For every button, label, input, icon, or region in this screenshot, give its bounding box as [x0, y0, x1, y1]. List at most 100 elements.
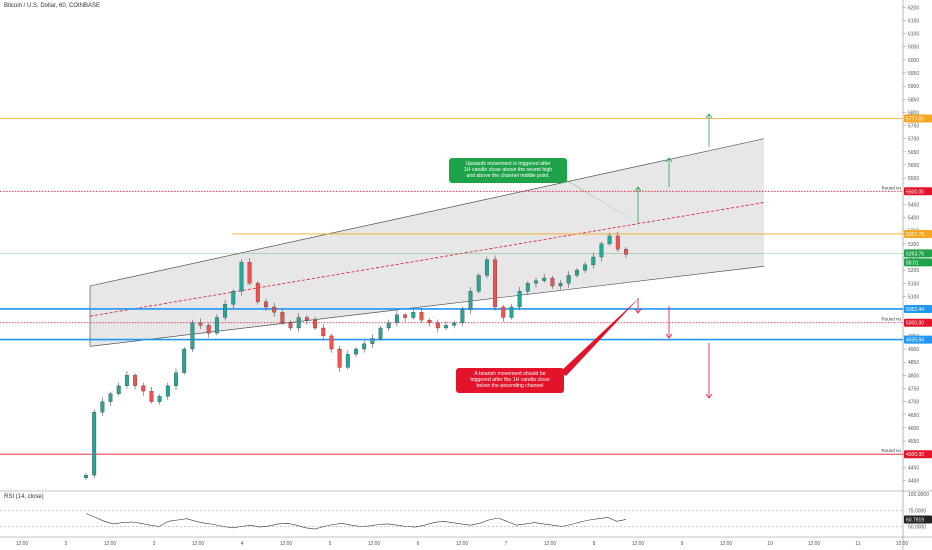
y-tick-label: 4800 [908, 373, 919, 379]
candle-body [566, 275, 571, 284]
candle-body [591, 256, 596, 266]
candle-body [427, 319, 432, 323]
countdown-tag [904, 258, 932, 267]
candle-body [345, 354, 350, 368]
bull-annotation[interactable]: Upwards movement is triggered after 1H c… [449, 158, 567, 183]
candle-body [280, 312, 285, 323]
y-tick-label: 5600 [908, 163, 919, 169]
bear-arrow-3-head [705, 393, 713, 399]
x-tick-label: 12:00 [544, 541, 557, 547]
x-tick-label: 12:00 [632, 541, 645, 547]
bull-pointer [560, 176, 639, 224]
candle-body [84, 475, 88, 479]
bear-annotation[interactable]: A bearish movement should be triggered a… [456, 368, 564, 393]
x-tick-label: 5 [329, 541, 332, 547]
y-tick-label: 5650 [908, 150, 919, 156]
candle-body [92, 411, 97, 476]
y-tick-label: 6000 [908, 58, 919, 64]
level-tag-label: 5263.76 [906, 251, 924, 257]
candle-body [288, 322, 293, 329]
candle-body [264, 301, 268, 308]
x-tick-label: 2 [65, 541, 68, 547]
y-tick-label: 6150 [908, 18, 919, 24]
candle-body [198, 322, 203, 326]
candle-body [558, 283, 563, 287]
y-tick-label: 4700 [908, 400, 919, 406]
level-tag [904, 335, 932, 344]
channel-midline [89, 202, 765, 317]
x-tick-label: 12:00 [720, 541, 733, 547]
level-tag-label: 5052.44 [906, 307, 924, 313]
channel-upper-line [89, 138, 765, 287]
candle-body [141, 385, 146, 392]
x-tick-label: 4 [241, 541, 244, 547]
level-tag [904, 450, 932, 459]
y-tick-label: 5250 [908, 255, 919, 261]
candle-body [419, 312, 424, 321]
x-tick-label: 11 [855, 541, 860, 547]
candle-body [337, 348, 342, 368]
candle-body [444, 325, 448, 329]
y-tick-label: 5850 [908, 97, 919, 103]
level-tag-label: 5500.00 [906, 189, 924, 195]
countdown-label: 58:01 [906, 260, 919, 266]
x-tick-label: 12:00 [368, 541, 381, 547]
y-tick-label: 4850 [908, 360, 919, 366]
bear-pointer [560, 298, 639, 376]
y-tick-label: 5200 [908, 268, 919, 274]
level-tag-label: 4500.00 [906, 452, 924, 458]
level-tag-label: 5337.70 [906, 232, 924, 238]
candle-body [182, 348, 187, 373]
candle-body [354, 348, 358, 355]
y-tick-label: 5100 [908, 294, 919, 300]
rsi-axis-label: 75.0000 [908, 508, 926, 514]
y-tick-label: 5800 [908, 110, 919, 116]
rsi-line [85, 513, 627, 530]
rsi-axis-label: 100.0000 [908, 492, 929, 498]
y-tick-label: 6200 [908, 5, 919, 11]
x-tick-label: 12:00 [16, 541, 29, 547]
round-number-label: Round nu [881, 448, 901, 453]
candle-body [435, 322, 440, 329]
candle-body [517, 291, 522, 308]
level-tag [904, 114, 932, 123]
y-tick-label: 4400 [908, 478, 919, 484]
x-tick-label: 3 [153, 541, 156, 547]
candle-body [304, 317, 309, 321]
level-tag-label: 5777.00 [906, 116, 924, 122]
candle-body [239, 262, 244, 292]
level-tag-label: 5000.00 [906, 321, 924, 327]
candle-body [615, 235, 620, 250]
candle-body [525, 283, 530, 292]
candle-body [149, 390, 154, 402]
rsi-value-tag [904, 515, 932, 524]
x-tick-label: 8 [593, 541, 596, 547]
candle-body [157, 396, 162, 402]
bull-arrow-2-head [665, 157, 673, 163]
candle-body [476, 275, 481, 292]
y-tick-label: 5550 [908, 176, 919, 182]
rsi-title: RSI (14, close) [4, 494, 44, 500]
candle-body [133, 375, 138, 386]
x-tick-label: 12:00 [104, 541, 117, 547]
candle-body [255, 283, 260, 302]
x-tick-label: 10 [767, 541, 773, 547]
candle-body [231, 291, 236, 305]
channel-fill [90, 138, 764, 347]
candle-body [403, 314, 408, 318]
candle-body [124, 375, 129, 386]
y-tick-label: 5750 [908, 124, 919, 130]
y-tick-label: 5900 [908, 84, 919, 90]
x-tick-label: 6 [417, 541, 420, 547]
y-tick-label: 6050 [908, 45, 919, 51]
candle-body [247, 262, 252, 284]
y-tick-label: 5700 [908, 137, 919, 143]
x-tick-label: 9 [681, 541, 684, 547]
y-tick-label: 4650 [908, 413, 919, 419]
candle-body [468, 291, 473, 310]
candle-body [223, 304, 228, 318]
y-tick-label: 5950 [908, 71, 919, 77]
round-number-label: Round nu [881, 185, 901, 190]
level-tag-label: 4935.94 [906, 338, 924, 344]
